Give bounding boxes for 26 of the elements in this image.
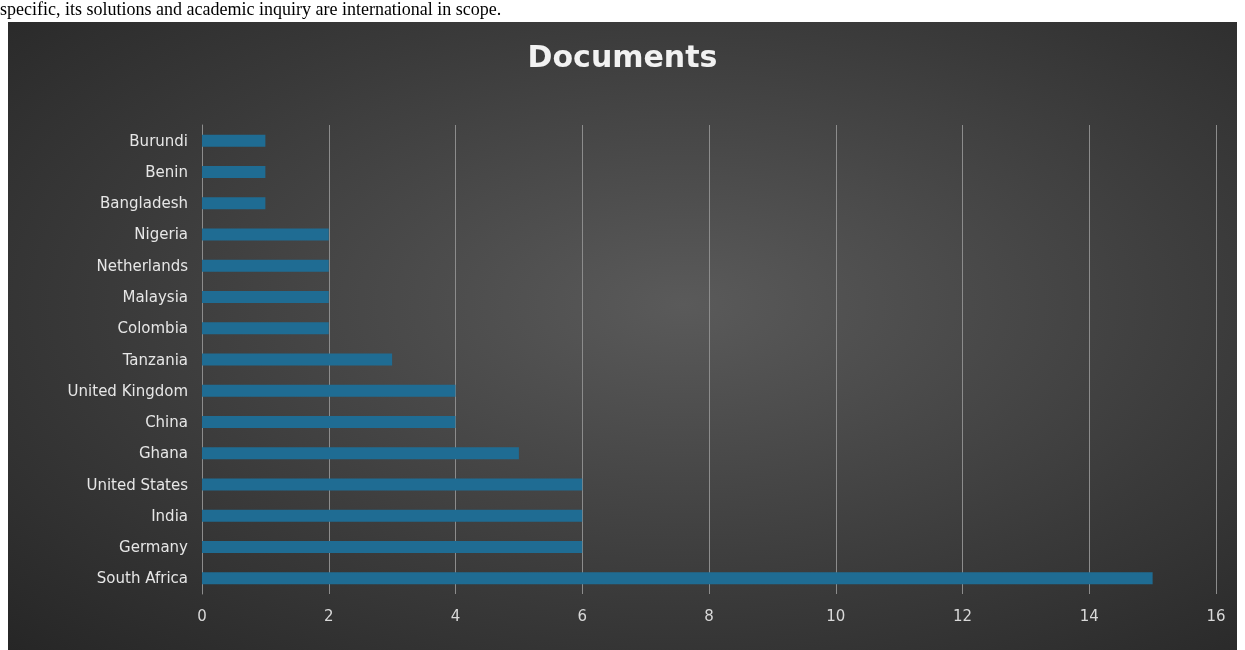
x-tick-label: 8 [704,606,714,625]
x-tick-label: 16 [1206,606,1226,625]
x-tick-label: 4 [450,606,461,625]
y-tick-label: United States [86,475,189,494]
x-tick-label: 14 [1079,606,1099,625]
y-tick-label: Benin [145,162,188,181]
y-tick-label: India [151,506,188,525]
y-tick-label: Ghana [138,444,188,463]
x-tick-label: 6 [577,606,588,625]
y-tick-label: Nigeria [134,225,188,244]
y-tick-label: Tanzania [121,350,188,369]
text: specific, its solutions and academic inquiry are international in scope. [0,0,502,21]
y-tick-label: United Kingdom [67,381,188,400]
y-tick-label: China [145,413,188,432]
y-tick-label: Colombia [117,319,188,338]
y-tick-label: Malaysia [122,287,188,306]
x-tick-label: 0 [197,606,207,625]
x-tick-label: 10 [826,606,846,625]
x-tick-label: 12 [952,606,973,625]
chart-title: Documents [527,38,718,74]
y-tick-label: Bangladesh [100,194,188,213]
x-tick-label: 2 [323,606,334,625]
y-tick-label: Germany [119,538,189,557]
y-tick-label: South Africa [96,569,188,588]
y-tick-label: Netherlands [96,256,189,275]
y-tick-label: Burundi [129,131,188,150]
